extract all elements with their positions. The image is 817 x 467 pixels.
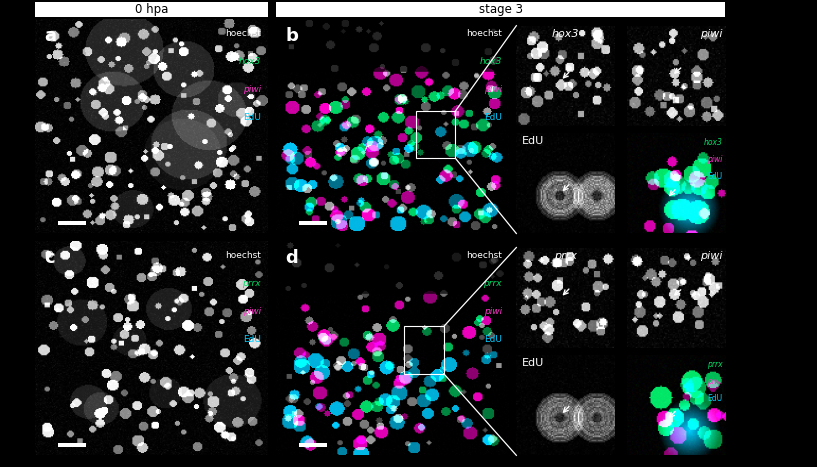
Text: piwi: piwi <box>708 155 722 164</box>
Text: hoechst: hoechst <box>467 29 502 38</box>
Text: piwi: piwi <box>243 307 261 316</box>
Text: piwi: piwi <box>700 250 722 261</box>
Text: hoechst: hoechst <box>225 29 261 38</box>
Bar <box>404 326 444 374</box>
Text: b: b <box>285 27 298 45</box>
Text: piwi: piwi <box>708 377 722 386</box>
Text: piwi: piwi <box>484 85 502 94</box>
Text: EdU: EdU <box>484 335 502 344</box>
Text: EdU: EdU <box>484 113 502 122</box>
Text: prrx: prrx <box>554 250 577 261</box>
Text: piwi: piwi <box>700 28 722 39</box>
Text: piwi: piwi <box>484 307 502 316</box>
Bar <box>299 221 328 225</box>
Text: EdU: EdU <box>243 335 261 344</box>
Text: hox3: hox3 <box>551 28 579 39</box>
Text: prrx: prrx <box>707 360 722 369</box>
Text: c: c <box>44 249 55 267</box>
Text: EdU: EdU <box>708 394 722 403</box>
Text: stage 3: stage 3 <box>479 3 523 16</box>
Text: prrx: prrx <box>484 279 502 288</box>
Text: prrx: prrx <box>243 279 261 288</box>
Bar <box>58 443 87 447</box>
Text: hox3: hox3 <box>239 57 261 66</box>
Text: EdU: EdU <box>243 113 261 122</box>
Bar <box>58 221 87 225</box>
Bar <box>299 443 328 447</box>
Text: hox3: hox3 <box>480 57 502 66</box>
Text: EdU: EdU <box>522 136 544 146</box>
Text: a: a <box>44 27 56 45</box>
Text: hoechst: hoechst <box>467 251 502 260</box>
Text: hoechst: hoechst <box>225 251 261 260</box>
Text: 0 hpa: 0 hpa <box>135 3 168 16</box>
Text: d: d <box>285 249 298 267</box>
Bar <box>416 111 455 158</box>
Text: piwi: piwi <box>243 85 261 94</box>
Text: hox3: hox3 <box>703 138 722 147</box>
Text: EdU: EdU <box>708 172 722 181</box>
Text: EdU: EdU <box>522 358 544 368</box>
